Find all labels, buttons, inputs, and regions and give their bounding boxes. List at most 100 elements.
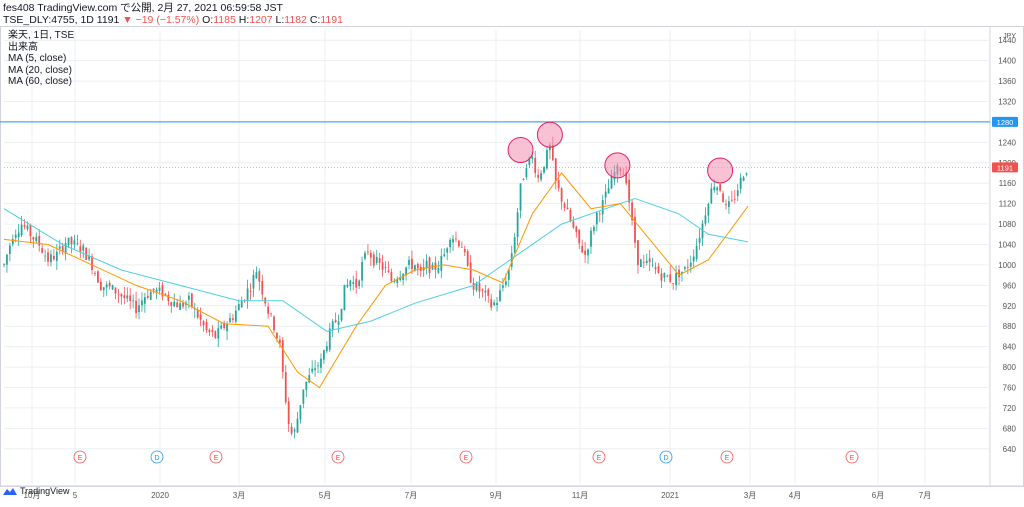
candle-body [428,257,431,274]
candle-body [455,238,457,240]
x-tick-label: 7月 [919,491,931,500]
candle-body [472,282,475,290]
candle-body [355,278,358,288]
candle-body [631,202,633,221]
last-price-badge [992,162,1018,173]
candle-body [575,226,578,232]
candle-body [141,300,143,306]
event-marker-label: E [597,455,602,462]
candle-body [557,179,560,189]
candle-body [88,256,91,260]
chart-frame[interactable]: 640 680 720 760 800 840 880 920 960 1000 1040 1080 1… [0,26,1024,502]
candle-body [220,325,223,329]
y-tick-label: 840 [1003,343,1017,352]
x-tick-label: 6月 [872,491,884,500]
event-marker-earnings [209,450,223,464]
candle-body [364,252,366,259]
candle-body [493,302,496,305]
candle-body [99,281,102,291]
candle-body [634,216,636,243]
candle-body [481,289,484,291]
candle-body [38,236,41,246]
candle-body [143,297,146,304]
candle-body [229,318,231,323]
legend-ma60[interactable]: MA (60, close) [8,76,72,87]
candle-body [713,186,716,191]
candle-body [170,302,173,306]
price-chart[interactable]: 640 680 720 760 800 840 880 920 960 1000 1040 1080 1… [0,26,1024,502]
candle-body [504,281,507,285]
candle-body [8,245,11,255]
candle-body [460,246,463,248]
candle-body [440,255,443,271]
candle-body [413,265,416,271]
ma60-line [3,197,749,332]
candle-body [645,260,648,263]
y-tick-label: 1040 [998,241,1016,250]
candle-body [64,243,67,254]
legend-ma5[interactable]: MA (5, close) [8,53,67,64]
candle-body [689,262,692,267]
candle-body [475,283,478,291]
candle-body [164,293,167,295]
legend-volume[interactable]: 出来高 [8,41,38,53]
candle-body [402,273,405,281]
candle-body [566,207,569,210]
candle-body [683,267,686,269]
candle-body [331,321,334,331]
candle-body [108,282,111,287]
candle-body [47,252,49,262]
candle-body [58,246,61,249]
legend-symbol[interactable]: 楽天, 1日, TSE [8,30,75,41]
candle-body [598,213,601,215]
y-tick-label: 880 [1003,322,1017,331]
candle-body [273,316,275,331]
candle-body [44,255,46,257]
legend-ma20[interactable]: MA (20, close) [8,64,72,76]
y-tick-label: 720 [1003,404,1017,413]
candle-body [50,254,52,263]
event-marker-earnings [720,450,734,464]
candle-body [252,274,255,289]
candle-body [396,278,399,284]
candle-body [584,250,587,255]
candle-body [214,331,217,338]
candle-body [152,288,155,291]
candle-body [149,291,152,300]
candle-body [55,251,58,262]
candle-body [6,254,8,265]
candle-body [384,267,387,269]
candle-body [176,302,179,308]
candle-body [305,381,308,390]
candle-body [725,204,727,206]
candle-body [730,199,733,201]
candle-body [375,256,378,264]
candle-body [510,253,513,267]
candle-body [716,187,719,191]
candle-body [97,271,99,283]
y-tick-label: 1120 [999,200,1017,209]
candle-body [167,294,170,301]
candle-body [496,302,498,306]
candle-body [205,321,208,331]
footer-brand: TradingView [20,486,70,496]
candle-body [202,321,205,326]
candle-body [85,247,88,260]
x-tick-label: 7月 [405,491,417,500]
candle-body [707,204,710,216]
event-marker-dividend [659,450,673,464]
candle-body [601,200,604,215]
candle-body [182,302,184,307]
candle-body [519,183,522,211]
y-tick-label: 760 [1003,384,1017,393]
candle-body [102,287,105,291]
candle-body [446,248,449,253]
candle-body [560,188,563,202]
candle-body [232,318,234,320]
candle-body [490,299,493,308]
event-marker-dividend [150,450,164,464]
candle-body [276,332,278,339]
candle-body [249,290,252,292]
open-label: O: [202,14,214,26]
change-label: ▼ −19 (−1.57%) [122,14,200,26]
